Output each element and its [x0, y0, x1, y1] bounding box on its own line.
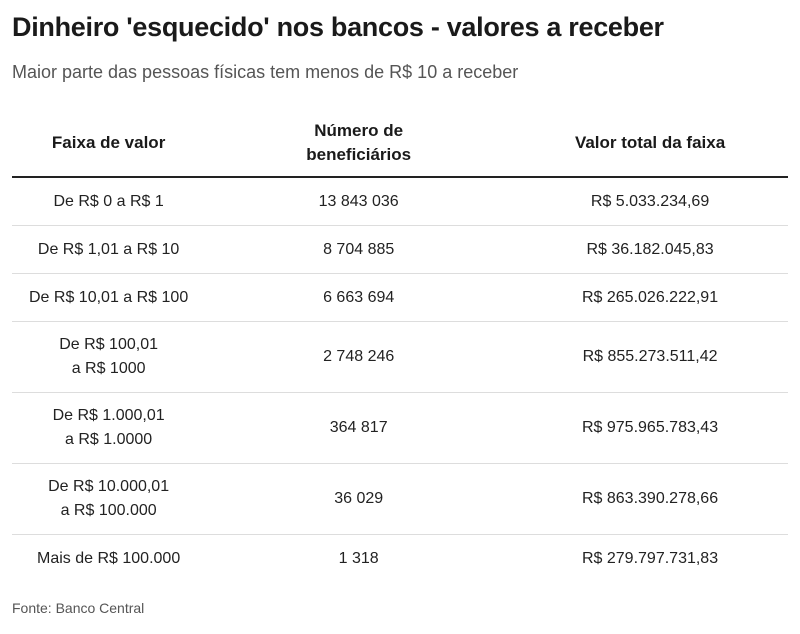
- cell-faixa-de-valor: De R$ 1.000,01 a R$ 1.0000: [12, 392, 206, 464]
- table-row: De R$ 0 a R$ 1 13 843 036 R$ 5.033.234,69: [12, 177, 788, 226]
- cell-numero-de-beneficiarios: 8 704 885: [205, 225, 513, 274]
- cell-line: De R$ 1,01 a R$ 10: [37, 240, 180, 258]
- table-row: De R$ 10,01 a R$ 100 6 663 694 R$ 265.026.…: [12, 273, 788, 322]
- cell-faixa-de-valor: De R$ 1,01 a R$ 10: [12, 225, 206, 274]
- cell-line: Mais de R$ 100.000: [37, 549, 181, 567]
- header-line: beneficiários: [306, 145, 412, 164]
- cell-numero-de-beneficiarios: 36 029: [205, 463, 513, 535]
- table-row: De R$ 10.000,01 a R$ 100.000 36 029 R$ 863.…: [12, 463, 788, 535]
- header-numero-de-beneficiarios: Número de beneficiários: [205, 110, 513, 178]
- cell-line: De R$ 100,01: [59, 336, 158, 353]
- table-row: De R$ 1,01 a R$ 10 8 704 885 R$ 36.182.045…: [12, 225, 788, 274]
- cell-faixa-de-valor: De R$ 10.000,01 a R$ 100.000: [12, 463, 206, 535]
- cell-valor-total-da-faixa: R$ 279.797.731,83: [581, 549, 719, 567]
- cell-line: a R$ 1.0000: [65, 431, 153, 448]
- cell-line: De R$ 0 a R$ 1: [53, 192, 164, 210]
- cell-valor-total-da-faixa: R$ 863.390.278,66: [512, 463, 788, 535]
- cell-line: De R$ 10.000,01: [48, 478, 170, 495]
- table-header-row: Faixa de valor Número de beneficiários V…: [12, 110, 788, 178]
- table-row: De R$ 1.000,01 a R$ 1.0000 364 817 R$ 975.9…: [12, 392, 788, 464]
- cell-faixa-de-valor: De R$ 10,01 a R$ 100: [12, 273, 206, 322]
- data-table: Faixa de valor Número de beneficiários V…: [12, 110, 788, 582]
- header-valor-total-da-faixa: Valor total da faixa: [512, 110, 788, 178]
- header-faixa-de-valor: Faixa de valor: [12, 110, 206, 178]
- cell-valor-total-da-faixa: R$ 975.965.783,43: [512, 392, 788, 464]
- cell-line: De R$ 1.000,01: [52, 407, 165, 424]
- source-note: Fonte: Banco Central: [12, 600, 145, 616]
- header-line: Valor total da faixa: [574, 133, 726, 152]
- cell-faixa-de-valor: Mais de R$ 100.000: [12, 535, 205, 583]
- cell-faixa-de-valor: De R$ 0 a R$ 1: [12, 177, 206, 226]
- cell-valor-total-da-faixa: R$ 36.182.045,83: [512, 225, 788, 274]
- table-row: De R$ 100,01 a R$ 1000 2 748 246 R$ 855.273…: [12, 321, 788, 393]
- table-body: De R$ 0 a R$ 1 13 843 036 R$ 5.033.234,69 D…: [12, 177, 788, 582]
- chart-title: Dinheiro 'esquecido' nos bancos - valore…: [12, 12, 664, 42]
- header-line: Número de: [314, 121, 404, 140]
- cell-numero-de-beneficiarios: 1 318: [338, 549, 379, 567]
- cell-valor-total-da-faixa: R$ 265.026.222,91: [512, 273, 788, 322]
- cell-line: a R$ 1000: [71, 360, 146, 377]
- cell-numero-de-beneficiarios: 13 843 036: [205, 177, 513, 226]
- cell-numero-de-beneficiarios: 6 663 694: [205, 273, 513, 322]
- header-line: Faixa de valor: [51, 133, 166, 152]
- cell-faixa-de-valor: De R$ 100,01 a R$ 1000: [12, 321, 206, 393]
- table-row: Mais de R$ 100.000 1 318 R$ 279.797.731,83: [12, 535, 788, 583]
- cell-numero-de-beneficiarios: 364 817: [205, 392, 513, 464]
- cell-valor-total-da-faixa: R$ 5.033.234,69: [512, 177, 788, 226]
- chart-subtitle: Maior parte das pessoas físicas tem meno…: [12, 62, 519, 82]
- cell-numero-de-beneficiarios: 2 748 246: [205, 321, 513, 393]
- cell-line: a R$ 100.000: [60, 502, 157, 519]
- cell-valor-total-da-faixa: R$ 855.273.511,42: [512, 321, 788, 393]
- cell-line: De R$ 10,01 a R$ 100: [29, 288, 189, 306]
